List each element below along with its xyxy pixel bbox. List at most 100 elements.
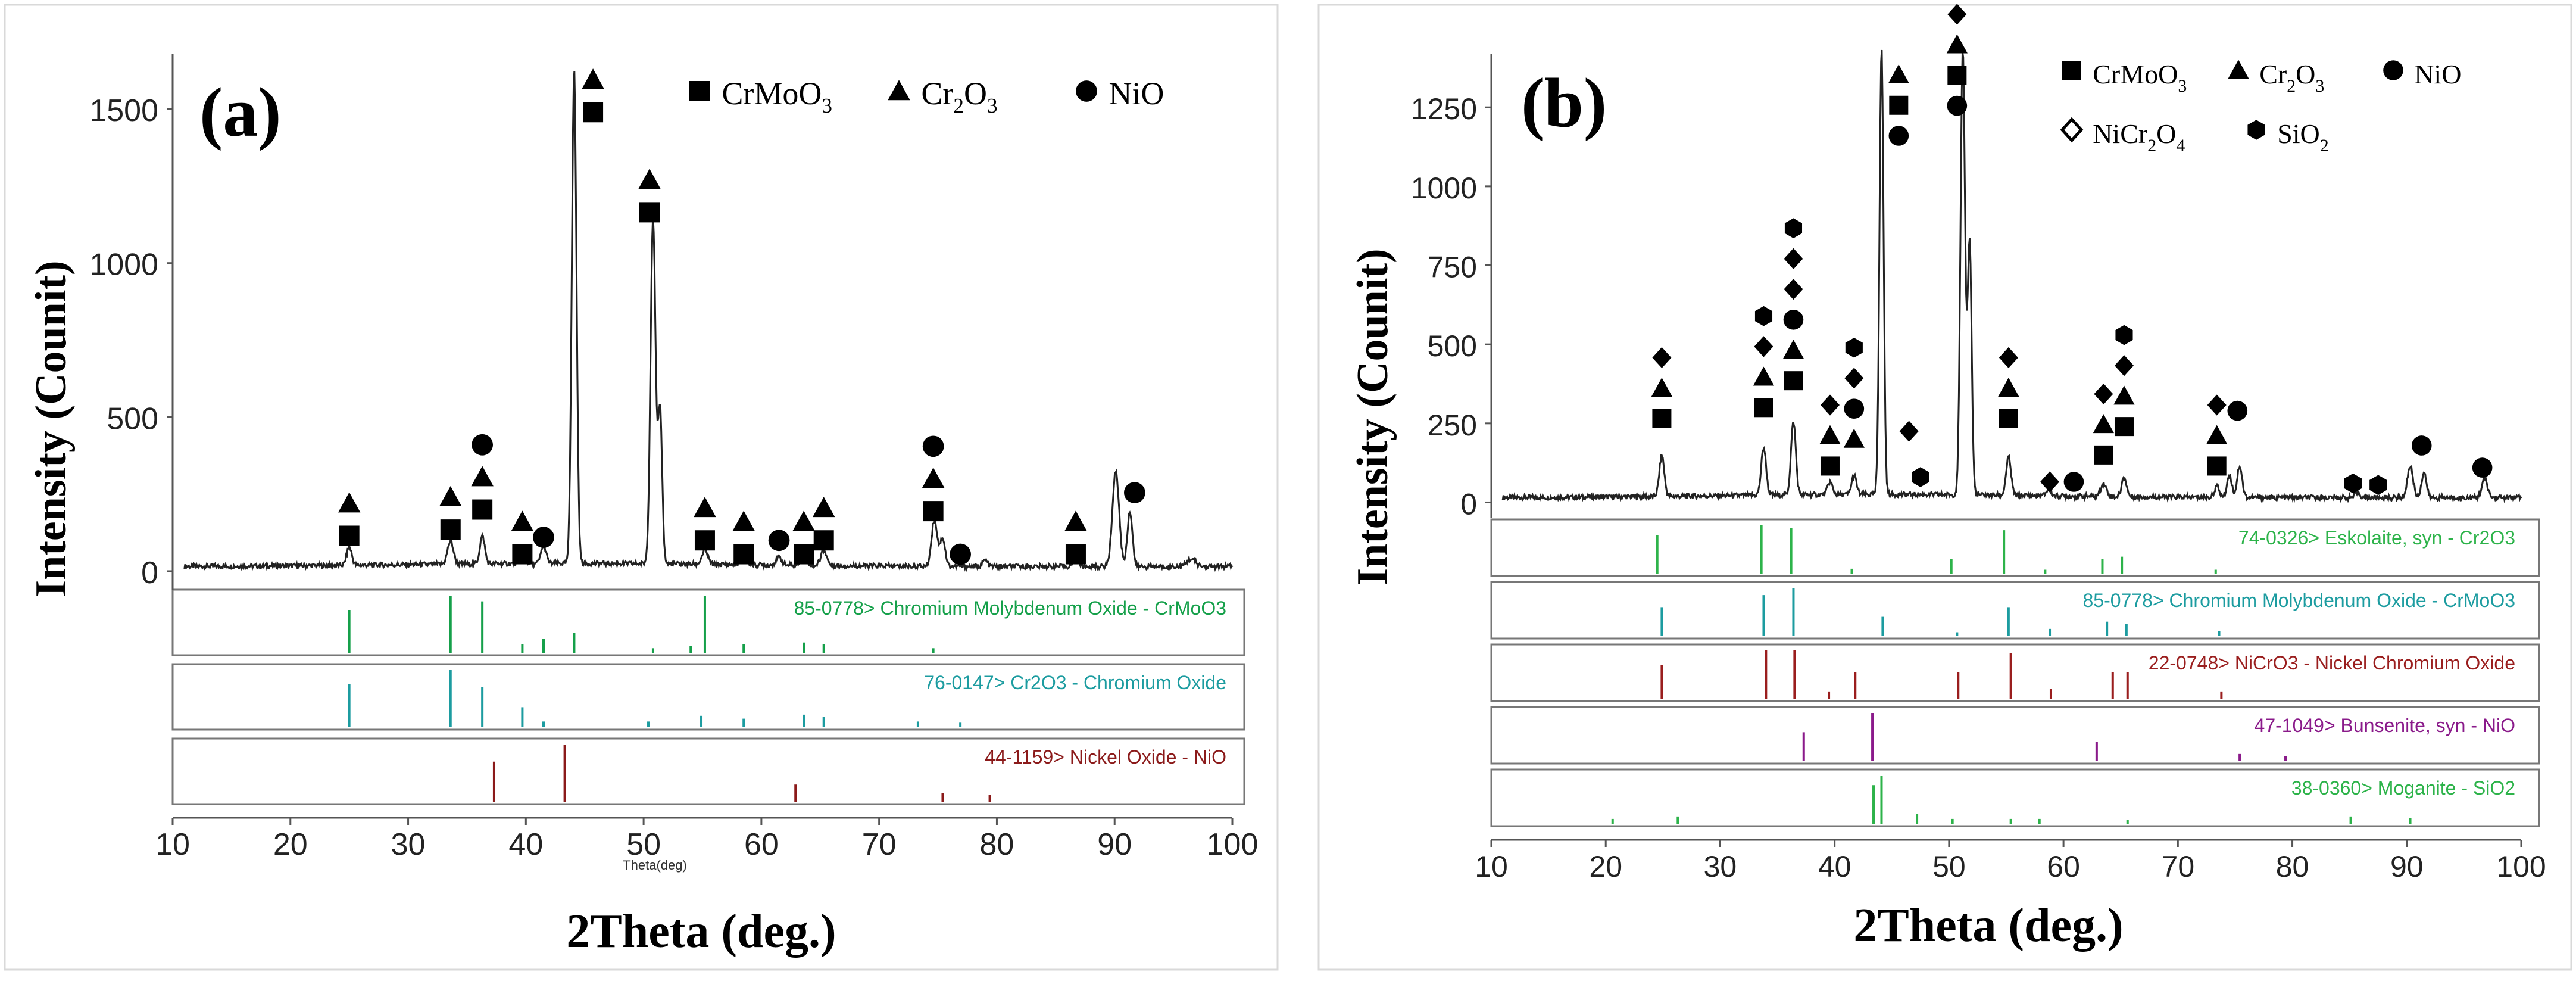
diamond-marker xyxy=(1844,368,1864,389)
circle-marker xyxy=(533,527,554,548)
phase-marker-group xyxy=(950,543,971,565)
square-marker xyxy=(1947,66,1967,85)
chart-panel-a: (a) Intensity (Counit) 2Theta (deg.) The… xyxy=(27,54,1258,958)
x-tick-label: 80 xyxy=(980,827,1014,862)
reference-panel-frame xyxy=(171,737,1245,805)
square-marker xyxy=(1999,409,2018,428)
x-tick-label: 50 xyxy=(626,827,661,862)
reference-panel-frame xyxy=(171,663,1245,731)
phase-marker-group xyxy=(511,510,534,565)
reference-panel-label: 74-0326> Eskolaite, syn - Cr2O3 xyxy=(2238,527,2515,549)
triangle-marker xyxy=(1843,428,1865,448)
legend-entry: Cr2O3 xyxy=(2259,59,2324,96)
x-tick-label: 80 xyxy=(2276,850,2309,883)
y-tick-label: 0 xyxy=(141,556,158,590)
x-tick-label: 10 xyxy=(155,827,190,862)
phase-marker-group xyxy=(2063,472,2084,492)
reference-panel-label: 85-0778> Chromium Molybdenum Oxide - CrM… xyxy=(2082,590,2515,611)
diamond-marker xyxy=(2040,471,2060,493)
triangle-legend-icon xyxy=(2228,60,2249,79)
y-tick-label: 750 xyxy=(1428,251,1477,284)
y-tick-label: 0 xyxy=(1460,487,1477,521)
phase-marker-group xyxy=(1782,218,1804,391)
legend-entry: NiCr2O4 xyxy=(2093,119,2185,155)
chart-panel-b: (b) Intensity (Counit) 2Theta (deg.) 0 25… xyxy=(1348,4,2546,952)
phase-marker-group xyxy=(2369,475,2387,496)
phase-marker-group xyxy=(1912,467,1929,487)
triangle-marker xyxy=(1946,34,1968,54)
phase-marker-group xyxy=(2472,457,2493,478)
phase-marker-group xyxy=(2344,473,2362,494)
circle-legend-icon xyxy=(1076,80,1097,102)
circle-marker xyxy=(2472,457,2493,478)
reference-pattern-panel: 74-0326> Eskolaite, syn - Cr2O3 xyxy=(1490,518,2540,577)
x-tick-label: 50 xyxy=(1932,850,1966,883)
diamond-marker xyxy=(1899,421,1919,442)
legend-entry: CrMoO3 xyxy=(722,76,832,117)
phase-marker-group xyxy=(2227,400,2248,421)
legend-entry: CrMoO3 xyxy=(2093,59,2187,96)
x-tick-label: 60 xyxy=(744,827,779,862)
reference-panel-frame xyxy=(1490,581,2540,640)
phase-marker-group xyxy=(1899,421,1919,442)
hexagon-marker xyxy=(2115,325,2133,345)
x-tick-label: 100 xyxy=(1207,827,1259,862)
phase-marker-group xyxy=(2411,435,2432,456)
triangle-marker xyxy=(2113,385,2135,405)
x-tick-label: 70 xyxy=(862,827,897,862)
phase-marker-group xyxy=(1843,337,1865,448)
diamond-marker xyxy=(1999,347,2018,369)
reference-panel-frame xyxy=(1490,643,2540,702)
hexagon-marker xyxy=(1912,467,1929,487)
y-tick-label: 500 xyxy=(107,401,158,436)
phase-marker-group xyxy=(471,434,494,520)
diamond-marker xyxy=(1784,248,1803,269)
square-marker xyxy=(1065,544,1086,565)
square-marker xyxy=(472,499,493,520)
diamond-marker xyxy=(1784,278,1803,300)
phase-marker-group xyxy=(638,169,661,223)
x-tick-label: 30 xyxy=(1704,850,1737,883)
hexagon-legend-icon xyxy=(2247,120,2265,140)
square-marker xyxy=(639,202,660,223)
y-tick-label: 1250 xyxy=(1411,92,1477,126)
x-tick-label: 90 xyxy=(1097,827,1132,862)
square-marker xyxy=(2114,417,2134,437)
circle-legend-icon xyxy=(2383,60,2403,80)
triangle-marker xyxy=(792,510,815,531)
triangle-marker xyxy=(732,510,755,531)
diamond-marker xyxy=(2207,394,2227,416)
phase-marker-group xyxy=(694,497,716,551)
circle-marker xyxy=(1783,309,1804,330)
phase-marker-group xyxy=(1753,306,1775,418)
x-tick-label: 40 xyxy=(508,827,543,862)
square-marker xyxy=(694,530,715,551)
reference-panel-label: 22-0748> NiCrO3 - Nickel Chromium Oxide xyxy=(2149,652,2515,674)
triangle-marker xyxy=(1651,378,1673,397)
triangle-marker xyxy=(511,510,534,531)
x-tick-label: 60 xyxy=(2047,850,2080,883)
square-marker xyxy=(1784,371,1803,391)
reference-panel-label: 85-0778> Chromium Molybdenum Oxide - CrM… xyxy=(794,597,1226,619)
phase-marker-group xyxy=(768,530,790,552)
square-marker xyxy=(923,501,944,522)
reference-pattern-panel: 85-0778> Chromium Molybdenum Oxide - CrM… xyxy=(1490,581,2540,640)
x-tick-label: 10 xyxy=(1475,850,1508,883)
phase-marker-group xyxy=(2040,471,2060,493)
circle-marker xyxy=(922,435,944,457)
panel-b-y-axis-label: Intensity (Counit) xyxy=(1348,248,1397,585)
phase-marker-group xyxy=(533,527,554,548)
reference-panel-label: 44-1159> Nickel Oxide - NiO xyxy=(985,746,1226,768)
reference-panel-frame xyxy=(1490,706,2540,765)
diamond-marker xyxy=(1820,394,1840,416)
phase-marker-group xyxy=(2093,383,2114,465)
phase-marker-group xyxy=(1651,347,1673,428)
reference-pattern-panel: 38-0360> Moganite - SiO2 xyxy=(1490,768,2540,827)
reference-panel-frame xyxy=(1490,518,2540,577)
phase-marker-group xyxy=(922,435,945,522)
hexagon-marker xyxy=(1754,306,1773,326)
circle-marker xyxy=(2063,472,2084,492)
square-marker xyxy=(2094,445,2113,465)
panel-a-small-axis-label: Theta(deg) xyxy=(623,858,687,873)
triangle-marker xyxy=(1998,378,2019,397)
